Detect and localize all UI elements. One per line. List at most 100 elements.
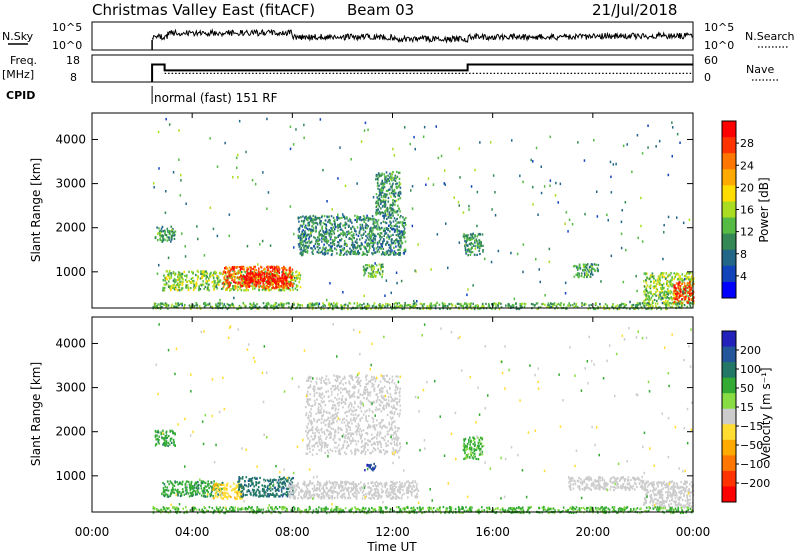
range-cell: [643, 272, 646, 275]
range-cell: [298, 491, 300, 494]
range-cell: [474, 253, 476, 257]
range-cell: [375, 264, 378, 267]
range-cell: [380, 222, 382, 225]
range-cell: [206, 483, 209, 486]
range-cell: [197, 491, 199, 494]
range-cell: [329, 305, 332, 308]
range-cell: [181, 483, 184, 486]
range-cell: [248, 276, 251, 279]
range-cell: [378, 193, 381, 197]
range-cell: [221, 491, 224, 494]
range-cell: [345, 483, 347, 486]
range-cell: [203, 495, 205, 498]
range-cell: [675, 297, 677, 300]
range-cell: [668, 304, 671, 307]
range-cell: [343, 224, 346, 227]
range-cell: [390, 305, 392, 308]
range-cell: [675, 303, 677, 306]
range-cell: [352, 226, 355, 229]
range-cell: [297, 276, 300, 279]
range-cell: [390, 195, 392, 198]
range-cell: [331, 228, 333, 231]
range-cell: [191, 485, 194, 488]
range-cell: [393, 194, 395, 198]
range-cell: [685, 275, 687, 278]
range-cell: [254, 285, 256, 288]
range-cell: [466, 239, 469, 242]
range-cell: [241, 476, 244, 479]
range-cell: [423, 125, 426, 129]
range-cell: [275, 266, 277, 269]
range-cell: [176, 289, 179, 292]
range-cell: [463, 237, 466, 240]
range-cell: [403, 218, 406, 221]
range-cell: [187, 480, 190, 484]
range-cell: [643, 285, 646, 288]
range-cell: [517, 307, 519, 310]
range-cell: [164, 232, 166, 235]
range-cell: [321, 240, 323, 243]
range-cell: [391, 249, 393, 252]
range-cell: [687, 291, 689, 294]
range-cell: [178, 129, 180, 132]
range-cell: [331, 208, 333, 211]
range-cell: [369, 241, 372, 244]
range-cell: [472, 306, 475, 309]
range-cell: [170, 441, 173, 444]
range-cell: [467, 249, 469, 252]
range-cell: [310, 229, 312, 232]
range-cell: [304, 249, 306, 252]
range-cell: [569, 304, 572, 307]
range-cell: [353, 302, 356, 305]
range-cell: [500, 306, 503, 309]
range-cell: [476, 253, 478, 256]
range-cell: [205, 304, 207, 307]
range-cell: [233, 265, 236, 269]
range-cell: [389, 492, 392, 495]
range-cell: [665, 290, 668, 293]
range-cell: [335, 248, 338, 251]
range-cell: [276, 274, 279, 277]
range-cell: [166, 227, 169, 230]
range-cell: [640, 196, 642, 200]
range-cell: [364, 272, 366, 275]
range-cell: [236, 153, 239, 157]
range-cell: [244, 483, 246, 486]
range-cell: [380, 195, 383, 199]
range-cell: [269, 478, 272, 481]
range-cell: [413, 299, 415, 303]
range-cell: [300, 246, 303, 250]
range-cell: [620, 303, 622, 307]
range-cell: [249, 278, 251, 281]
range-cell: [195, 283, 197, 286]
range-cell: [380, 266, 383, 269]
range-cell: [331, 245, 333, 248]
range-cell: [404, 222, 406, 225]
range-cell: [371, 264, 373, 267]
range-cell: [258, 281, 261, 284]
range-cell: [384, 201, 386, 204]
range-cell: [522, 243, 525, 246]
range-cell: [365, 495, 368, 498]
range-cell: [307, 221, 309, 224]
range-cell: [295, 277, 298, 280]
range-cell: [177, 483, 179, 486]
range-cell: [384, 294, 386, 297]
range-cell: [643, 302, 646, 305]
range-cell: [582, 268, 585, 272]
range-cell: [356, 251, 359, 255]
range-cell: [393, 253, 395, 256]
range-cell: [367, 486, 369, 489]
range-cell: [280, 285, 282, 288]
range-cell: [219, 489, 222, 492]
range-cell: [682, 221, 685, 225]
range-cell: [283, 476, 285, 479]
range-cell: [185, 492, 187, 495]
range-cell: [494, 307, 497, 311]
range-cell: [226, 287, 228, 290]
range-cell: [231, 303, 234, 306]
range-cell: [399, 254, 401, 257]
range-cell: [370, 275, 372, 278]
range-cell: [421, 304, 424, 307]
range-cell: [641, 240, 644, 243]
